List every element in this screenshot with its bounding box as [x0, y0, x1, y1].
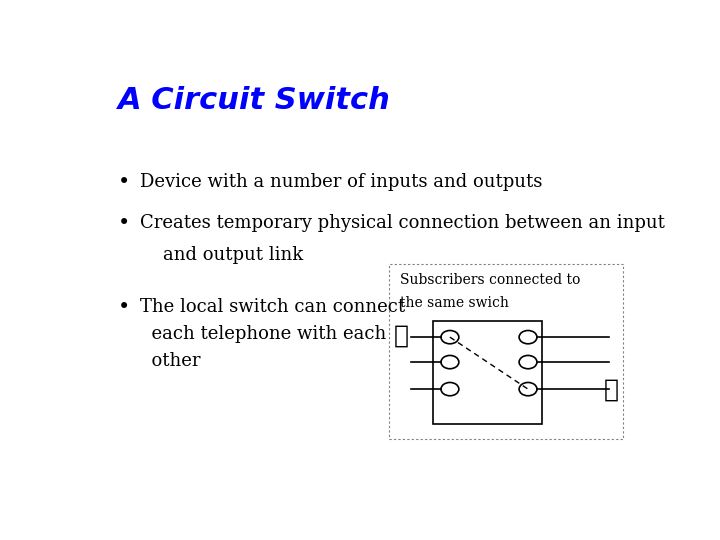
Text: 📞: 📞	[604, 377, 619, 401]
Text: Creates temporary physical connection between an input: Creates temporary physical connection be…	[140, 214, 665, 233]
Text: The local switch can connect: The local switch can connect	[140, 298, 405, 316]
Text: Device with a number of inputs and outputs: Device with a number of inputs and outpu…	[140, 173, 543, 191]
Text: •: •	[118, 298, 130, 316]
Text: •: •	[118, 173, 130, 192]
Text: the same swich: the same swich	[400, 295, 508, 309]
Text: other: other	[140, 352, 201, 370]
Text: 📞: 📞	[394, 324, 409, 348]
Text: Subscribers connected to: Subscribers connected to	[400, 273, 580, 287]
Text: •: •	[118, 214, 130, 233]
Text: and output link: and output link	[140, 246, 303, 264]
Text: each telephone with each: each telephone with each	[140, 325, 387, 343]
Text: A Circuit Switch: A Circuit Switch	[118, 85, 391, 114]
